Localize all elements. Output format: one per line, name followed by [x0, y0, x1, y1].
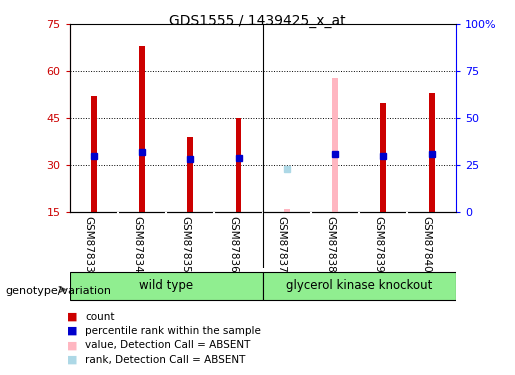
Bar	[70, 272, 263, 300]
Text: rank, Detection Call = ABSENT: rank, Detection Call = ABSENT	[85, 355, 245, 364]
Text: GSM87837: GSM87837	[277, 216, 287, 273]
Bar	[263, 272, 456, 300]
Bar	[236, 118, 242, 212]
Text: value, Detection Call = ABSENT: value, Detection Call = ABSENT	[85, 340, 250, 350]
Text: GSM87839: GSM87839	[373, 216, 383, 273]
Bar	[381, 102, 386, 212]
Bar	[428, 93, 435, 212]
Text: GSM87838: GSM87838	[325, 216, 335, 273]
Text: ■: ■	[67, 355, 77, 364]
Text: GSM87835: GSM87835	[180, 216, 190, 273]
Bar	[91, 96, 97, 212]
Text: count: count	[85, 312, 114, 322]
Bar	[332, 78, 338, 212]
Text: GDS1555 / 1439425_x_at: GDS1555 / 1439425_x_at	[169, 14, 346, 28]
Bar	[187, 137, 193, 212]
Text: GSM87834: GSM87834	[132, 216, 142, 273]
Text: genotype/variation: genotype/variation	[5, 286, 111, 296]
Text: ■: ■	[67, 326, 77, 336]
Text: ■: ■	[67, 340, 77, 350]
Bar	[284, 209, 290, 212]
Text: glycerol kinase knockout: glycerol kinase knockout	[286, 279, 433, 292]
Text: GSM87840: GSM87840	[422, 216, 432, 273]
Text: percentile rank within the sample: percentile rank within the sample	[85, 326, 261, 336]
Text: wild type: wild type	[139, 279, 193, 292]
Text: GSM87833: GSM87833	[83, 216, 94, 273]
Bar	[139, 46, 145, 212]
Text: ■: ■	[67, 312, 77, 322]
Text: GSM87836: GSM87836	[229, 216, 238, 273]
